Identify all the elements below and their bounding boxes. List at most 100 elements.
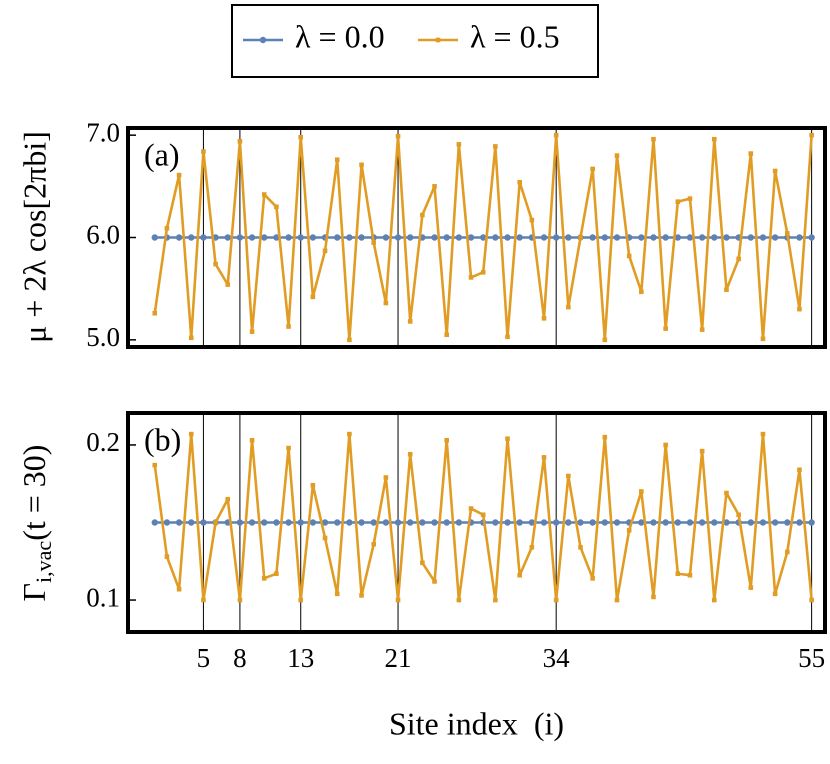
point: [273, 234, 280, 241]
point: [601, 234, 609, 241]
point: [358, 234, 365, 241]
point: [431, 234, 438, 241]
point: [371, 541, 377, 547]
point: [213, 520, 218, 525]
plot-frame: [126, 411, 827, 634]
point: [395, 597, 401, 603]
point: [175, 519, 183, 526]
x-tick-label: 34: [543, 643, 571, 673]
point: [771, 234, 779, 241]
point: [176, 172, 182, 178]
point: [674, 519, 682, 526]
point: [760, 431, 766, 437]
point: [517, 572, 522, 578]
point: [759, 234, 767, 241]
point: [249, 329, 255, 334]
point: [613, 519, 621, 526]
point: [662, 519, 669, 526]
point: [359, 593, 364, 598]
point: [686, 519, 694, 526]
panel-label: (a): [144, 136, 180, 172]
point: [650, 234, 657, 241]
point: [334, 234, 341, 241]
point: [261, 576, 267, 581]
point: [540, 519, 548, 526]
point: [797, 467, 802, 473]
series-line: [153, 432, 813, 602]
panel-label: (b): [144, 421, 181, 457]
point: [675, 571, 681, 576]
point: [188, 335, 194, 341]
point: [565, 234, 572, 241]
point: [444, 437, 449, 443]
y-tick-label: 0.1: [86, 582, 120, 612]
point: [382, 234, 390, 241]
point: [407, 319, 413, 324]
point: [540, 234, 548, 241]
point: [309, 234, 317, 241]
point: [517, 179, 522, 185]
point: [602, 434, 608, 440]
point: [784, 231, 790, 236]
point: [237, 139, 243, 144]
point: [443, 519, 450, 526]
point: [589, 234, 596, 241]
point: [322, 248, 328, 254]
point: [371, 240, 377, 245]
point: [493, 597, 498, 603]
point: [151, 519, 158, 526]
point: [468, 506, 474, 511]
y-axis-label: Γi,vac(t = 30): [16, 445, 56, 602]
point: [638, 234, 645, 241]
x-axis-label: Site index (i): [389, 705, 564, 741]
point: [432, 184, 437, 189]
point: [151, 234, 158, 241]
legend-marker: [259, 36, 267, 44]
point: [383, 300, 389, 306]
point: [504, 519, 511, 526]
point: [808, 234, 815, 241]
point: [175, 234, 183, 241]
y-axis-label: μ + 2λ cos[2πbi]: [16, 131, 52, 343]
point: [347, 337, 352, 343]
point: [724, 490, 729, 496]
point: [614, 153, 620, 158]
point: [200, 234, 207, 241]
point: [613, 234, 621, 241]
point: [456, 597, 462, 603]
point: [346, 234, 353, 241]
point: [152, 462, 158, 468]
point: [480, 512, 486, 518]
point: [237, 597, 243, 603]
x-tick-label: 5: [197, 643, 211, 673]
point: [651, 136, 656, 142]
point: [626, 253, 632, 259]
point: [163, 519, 171, 526]
point: [480, 269, 486, 275]
point: [286, 445, 291, 451]
point: [164, 225, 170, 231]
point: [504, 234, 511, 241]
point: [578, 235, 583, 240]
point: [675, 199, 681, 204]
point: [601, 519, 609, 526]
point: [164, 554, 170, 559]
y-axis-label-part: (t = 30): [16, 445, 52, 541]
point: [698, 234, 706, 241]
point: [736, 512, 741, 518]
point: [809, 597, 814, 603]
point: [334, 519, 341, 526]
point: [420, 212, 425, 218]
point: [213, 261, 218, 267]
point: [297, 519, 304, 526]
point: [638, 519, 645, 526]
point: [420, 560, 425, 566]
point: [468, 275, 474, 280]
point: [298, 134, 304, 140]
point: [273, 519, 280, 526]
point: [651, 594, 656, 600]
point: [443, 234, 450, 241]
point: [188, 234, 195, 241]
point: [419, 519, 426, 526]
point: [467, 234, 475, 241]
